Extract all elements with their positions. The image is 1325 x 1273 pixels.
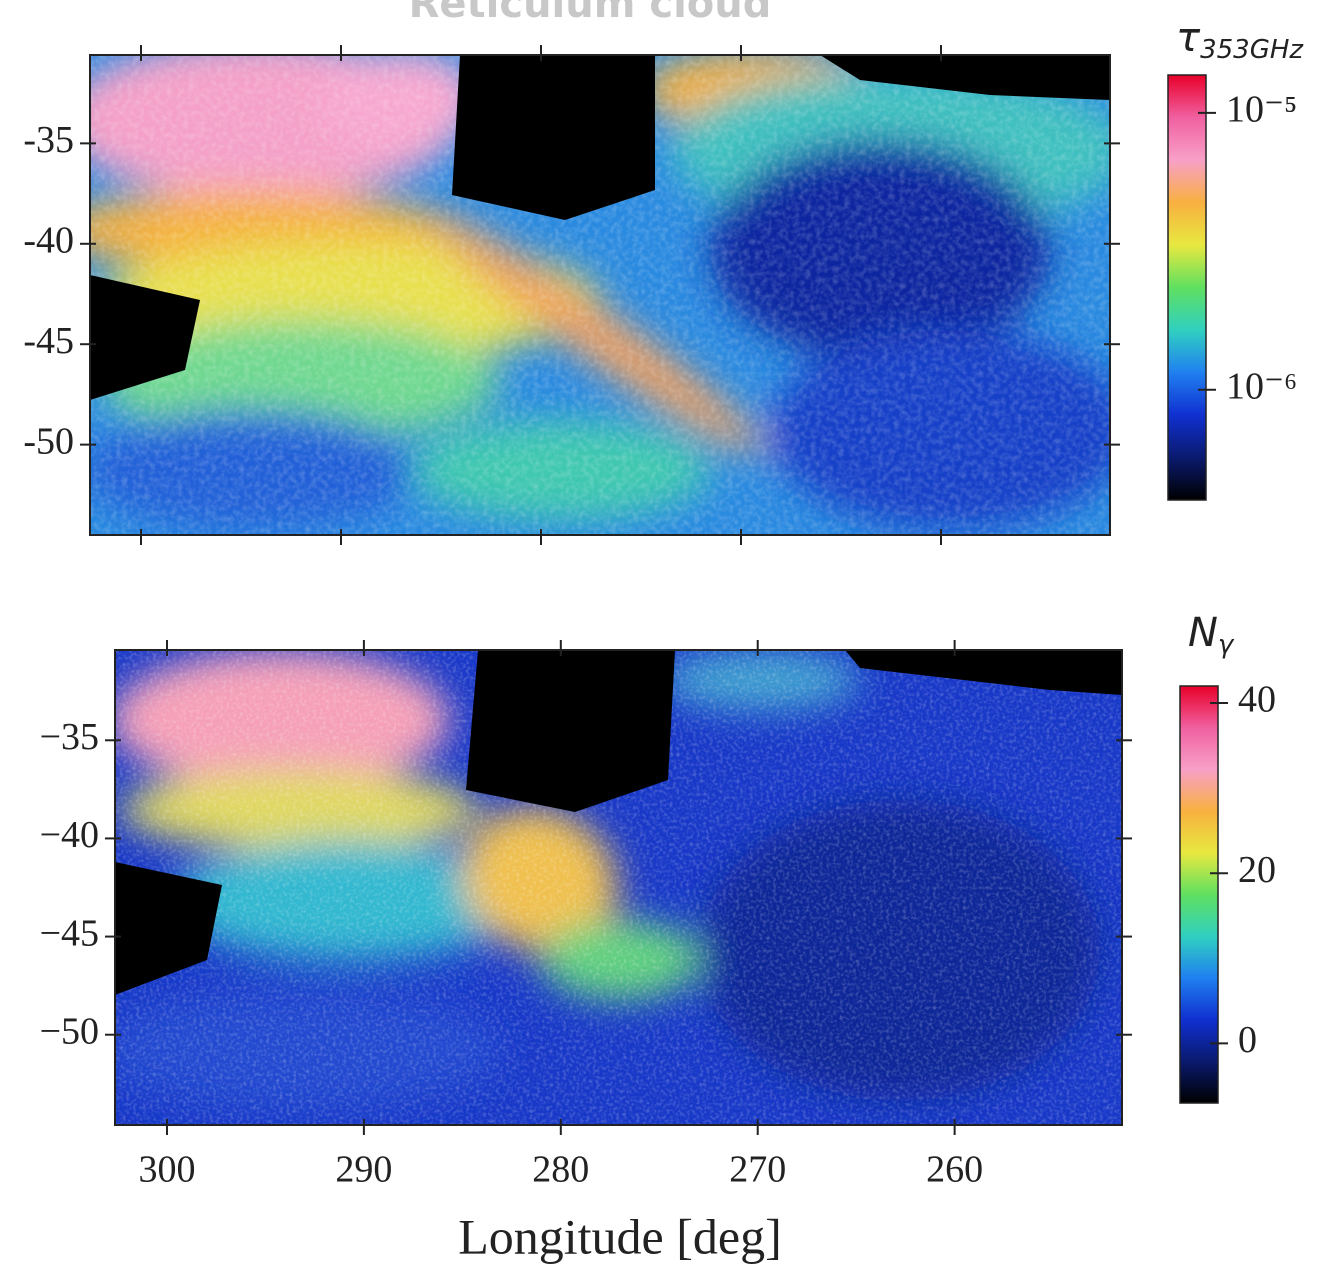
masked-region xyxy=(90,275,200,400)
y-tick-label: −35 xyxy=(40,716,99,758)
x-tick-label: 280 xyxy=(532,1149,589,1191)
chart-title: Reticulum cloud xyxy=(409,0,772,27)
colorbar xyxy=(1179,685,1219,1104)
plot-frame xyxy=(89,54,1111,536)
colorbar-label-symbol: τ xyxy=(1176,15,1201,61)
y-tick-label: −40 xyxy=(40,814,99,856)
heatmap xyxy=(115,650,1122,1125)
x-tick-label: 300 xyxy=(138,1149,195,1191)
y-tick-label: −45 xyxy=(40,912,99,954)
y-tick-label: -50 xyxy=(23,420,74,462)
y-tick-label: -45 xyxy=(23,320,74,362)
masked-region xyxy=(845,650,1122,695)
y-tick-label: -35 xyxy=(23,119,74,161)
colorbar-tick-label: 10⁻⁵ xyxy=(1226,89,1297,131)
masked-region xyxy=(452,55,655,220)
plot-frame xyxy=(114,649,1123,1126)
colorbar-tick-label: 10⁻⁶ xyxy=(1226,366,1297,408)
masked-region xyxy=(820,55,1110,100)
masked-region xyxy=(466,650,675,812)
x-axis-label: Longitude [deg] xyxy=(458,1208,782,1264)
masked-region xyxy=(115,862,222,995)
colorbar-tick-label: 20 xyxy=(1238,849,1276,891)
colorbar-label-symbol: N xyxy=(1188,610,1218,656)
x-tick-label: 290 xyxy=(335,1149,392,1191)
x-tick-label: 260 xyxy=(926,1149,983,1191)
colorbar-label-subscript: γ xyxy=(1218,630,1235,660)
x-tick-label: 270 xyxy=(729,1149,786,1191)
heatmap xyxy=(90,55,1110,535)
colorbar-label: Nγ xyxy=(1188,610,1235,660)
y-tick-label: -40 xyxy=(23,220,74,262)
colorbar xyxy=(1167,74,1207,501)
colorbar-label: τ353GHz xyxy=(1176,15,1304,65)
y-tick-label: −50 xyxy=(40,1010,99,1052)
colorbar-tick-label: 0 xyxy=(1238,1019,1257,1061)
colorbar-label-subscript: 353GHz xyxy=(1200,35,1304,65)
colorbar-tick-label: 40 xyxy=(1238,679,1276,721)
